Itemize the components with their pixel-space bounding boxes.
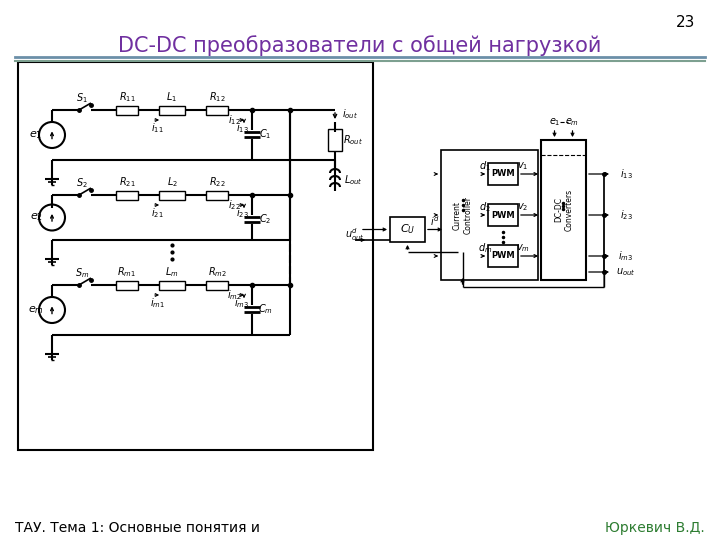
Text: $S_2$: $S_2$ [76,176,88,190]
Text: $i^d$: $i^d$ [430,214,440,228]
Text: $i_{out}$: $i_{out}$ [342,107,358,121]
Text: $i_{m1}$: $i_{m1}$ [150,296,164,310]
Text: $d_2$: $d_2$ [479,200,491,214]
Text: DC-DC
Converters: DC-DC Converters [554,189,573,231]
Bar [441,150,538,280]
Text: $i_{13}$: $i_{13}$ [235,121,248,135]
Bar [488,204,518,226]
Text: $R_{21}$: $R_{21}$ [119,175,135,189]
Text: $S_m$: $S_m$ [75,266,89,280]
Bar [328,129,342,151]
Bar [116,105,138,114]
Text: ТАУ. Тема 1: Основные понятия и: ТАУ. Тема 1: Основные понятия и [15,521,260,535]
Text: $i_{m3}$: $i_{m3}$ [618,249,634,263]
Text: $e_2$: $e_2$ [30,212,42,224]
Text: $R_{11}$: $R_{11}$ [119,90,135,104]
Bar [390,217,425,242]
Text: $v_2$: $v_2$ [518,201,528,213]
Bar [18,62,373,450]
Text: 23: 23 [675,15,695,30]
Text: $L_2$: $L_2$ [166,175,178,189]
Text: $e_m$: $e_m$ [565,116,580,128]
Text: $e_1$: $e_1$ [30,129,42,141]
Bar [159,280,185,289]
Text: $C_U$: $C_U$ [400,222,415,237]
Text: PWM: PWM [491,252,515,260]
Bar [488,245,518,267]
Bar [159,105,185,114]
Text: $R_{22}$: $R_{22}$ [209,175,225,189]
Bar [206,280,228,289]
Text: $R_{out}$: $R_{out}$ [343,133,363,147]
Bar [488,163,518,185]
Text: $C_m$: $C_m$ [258,302,272,316]
Text: $C_2$: $C_2$ [258,212,271,226]
Text: $v_m$: $v_m$ [516,242,530,254]
Text: $L_1$: $L_1$ [166,90,178,104]
Text: $R_{12}$: $R_{12}$ [209,90,225,104]
Bar [206,105,228,114]
Text: $R_{m1}$: $R_{m1}$ [117,265,137,279]
Bar [206,191,228,199]
Text: $L_m$: $L_m$ [165,265,179,279]
Text: DC-DC преобразователи с общей нагрузкой: DC-DC преобразователи с общей нагрузкой [118,35,602,56]
Text: $u^d_{out}$: $u^d_{out}$ [345,227,365,244]
Text: $i_{23}$: $i_{23}$ [235,206,248,220]
Text: $S_1$: $S_1$ [76,91,88,105]
Text: $i_{22}$: $i_{22}$ [228,198,240,212]
Text: $i_{11}$: $i_{11}$ [150,121,163,135]
Bar [159,191,185,199]
Text: PWM: PWM [491,170,515,179]
Text: $i_{m2}$: $i_{m2}$ [227,288,241,302]
Bar [116,191,138,199]
Text: $i_{12}$: $i_{12}$ [228,113,240,127]
Text: $v_1$: $v_1$ [517,160,528,172]
Text: $R_{m2}$: $R_{m2}$ [207,265,227,279]
Text: $i_{13}$: $i_{13}$ [620,167,632,181]
Text: $i_{21}$: $i_{21}$ [150,206,163,220]
Bar [445,155,480,275]
Text: $d_m$: $d_m$ [478,241,492,255]
Text: $i_{23}$: $i_{23}$ [620,208,632,222]
Text: $u_{out}$: $u_{out}$ [616,266,636,278]
Text: $e_1$: $e_1$ [549,116,560,128]
Text: Юркевич В.Д.: Юркевич В.Д. [606,521,705,535]
Text: $e_m$: $e_m$ [28,304,44,316]
Text: $i_{m3}$: $i_{m3}$ [235,296,250,310]
Text: $C_1$: $C_1$ [258,127,271,141]
Bar [116,280,138,289]
Text: $d_1$: $d_1$ [479,159,491,173]
Bar [541,140,586,280]
Text: PWM: PWM [491,211,515,219]
Text: $L_{out}$: $L_{out}$ [343,173,362,187]
Text: Current
Controller: Current Controller [453,196,472,234]
